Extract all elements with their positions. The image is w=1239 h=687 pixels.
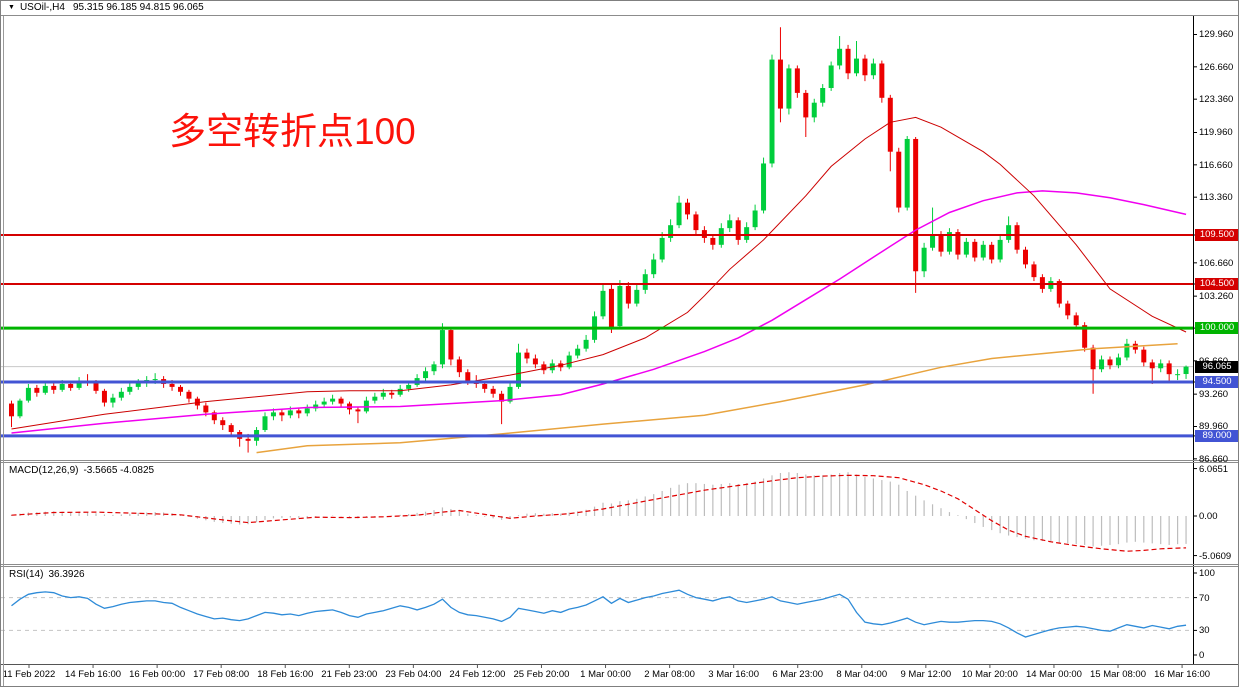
rsi-indicator-name: RSI(14) xyxy=(9,569,44,580)
chart-ohlc-quote: 95.315 96.185 94.815 96.065 xyxy=(72,2,204,13)
ma-fast-red-line xyxy=(11,116,1187,430)
ma-slow-orange-line xyxy=(256,343,1178,454)
chart-menu-icon[interactable]: ▼ xyxy=(8,4,15,11)
chart-text-annotation[interactable]: 多空转折点100 xyxy=(169,111,416,152)
macd-signal-line xyxy=(11,474,1187,552)
window-left-border xyxy=(3,1,4,686)
rsi-line xyxy=(11,589,1187,638)
candles-series xyxy=(9,27,1189,453)
rsi-indicator-value: 36.3926 xyxy=(48,569,85,580)
ma-mid-magenta-line xyxy=(11,190,1187,434)
rsi-panel-label: RSI(14) 36.3926 xyxy=(9,569,85,581)
macd-histogram xyxy=(10,472,1187,547)
macd-panel-label: MACD(12,26,9) -3.5665 -4.0825 xyxy=(9,465,154,477)
chart-symbol-period: USOil-,H4 xyxy=(19,2,65,13)
macd-indicator-values: -3.5665 -4.0825 xyxy=(83,465,155,476)
macd-indicator-name: MACD(12,26,9) xyxy=(9,465,79,476)
chart-title-bar: ▼ USOil-,H4 95.315 96.185 94.815 96.065 xyxy=(1,1,1238,16)
